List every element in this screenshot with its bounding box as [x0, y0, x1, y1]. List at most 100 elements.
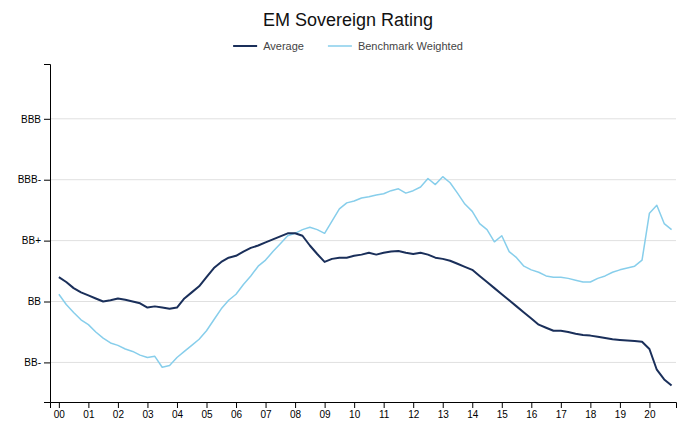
legend: Average Benchmark Weighted: [233, 40, 463, 52]
legend-item: Average: [233, 40, 304, 52]
chart: 00 01 02 03 04 05 06 07 08 09 10 11 12 13 14 15 16 17 18 19…: [0, 0, 696, 434]
x-tick: 02: [113, 402, 125, 420]
x-tick-mark: [207, 402, 208, 408]
x-tick-label: 19: [615, 409, 627, 420]
x-tick-label: 17: [556, 409, 568, 420]
y-tick-mark: [44, 180, 50, 181]
x-tick-mark: [649, 402, 650, 408]
x-tick-label: 13: [438, 409, 450, 420]
x-tick-mark: [413, 402, 414, 408]
y-tick: BBB-: [18, 174, 50, 185]
x-tick: 09: [320, 402, 332, 420]
x-tick: 17: [556, 402, 568, 420]
x-tick: 00: [54, 402, 66, 420]
x-tick-mark: [354, 402, 355, 408]
x-tick: 19: [615, 402, 627, 420]
y-tick-label: BBB-: [18, 174, 41, 185]
y-tick-mark: [44, 362, 50, 363]
grid-line: [50, 118, 676, 119]
title: EM Sovereign Rating: [263, 10, 433, 30]
x-tick-mark: [59, 402, 60, 408]
y-tick-mark: [44, 241, 50, 242]
x-tick: 05: [201, 402, 213, 420]
x-tick-label: 18: [585, 409, 597, 420]
x-tick: 03: [142, 402, 154, 420]
x-tick-mark: [147, 402, 148, 408]
x-tick-mark: [472, 402, 473, 408]
x-tick-mark: [88, 402, 89, 408]
x-tick-label: 11: [379, 409, 390, 420]
x-tick-mark: [118, 402, 119, 408]
plot: 00 01 02 03 04 05 06 07 08 09 10 11 12 13 14 15 16 17 18 19…: [18, 65, 677, 421]
x-axis: 00 01 02 03 04 05 06 07 08 09 10 11 12 13 14 15 16 17 18 19…: [51, 402, 677, 420]
x-tick-label: 14: [467, 409, 479, 420]
legend-label: Benchmark Weighted: [358, 40, 463, 52]
x-tick-mark: [531, 402, 532, 408]
x-tick: 06: [231, 402, 243, 420]
x-tick-label: 00: [54, 409, 66, 420]
x-tick: 15: [497, 402, 509, 420]
grid-line: [50, 362, 676, 363]
x-tick-label: 09: [320, 409, 332, 420]
x-tick: 14: [467, 402, 479, 420]
y-axis: BB- BB BB+ BBB- BBB: [18, 65, 51, 403]
y-axis-line: [44, 65, 51, 403]
y-tick-label: BB+: [22, 235, 41, 246]
x-tick: 04: [172, 402, 184, 420]
legend-label: Average: [263, 40, 304, 52]
x-tick: 12: [408, 402, 420, 420]
x-tick-label: 15: [497, 409, 509, 420]
x-tick: 01: [83, 402, 95, 420]
x-tick: 11: [379, 402, 390, 420]
x-tick-mark: [295, 402, 296, 408]
x-tick-mark: [177, 402, 178, 408]
x-tick-mark: [561, 402, 562, 408]
x-tick: 16: [526, 402, 538, 420]
y-tick-mark: [44, 302, 50, 303]
x-tick-mark: [502, 402, 503, 408]
x-tick-mark: [590, 402, 591, 408]
legend-swatch: [233, 45, 257, 47]
legend-item: Benchmark Weighted: [328, 40, 463, 52]
x-tick: 18: [585, 402, 597, 420]
x-tick-label: 03: [142, 409, 154, 420]
x-tick-mark: [384, 402, 385, 408]
series-line: [59, 177, 672, 368]
series-line: [59, 233, 672, 385]
lines: [59, 177, 672, 386]
y-tick-mark: [44, 119, 50, 120]
x-tick-label: 10: [349, 409, 361, 420]
x-tick-mark: [236, 402, 237, 408]
x-tick: 08: [290, 402, 302, 420]
x-axis-line: [51, 403, 677, 409]
y-tick: BB-: [24, 357, 50, 368]
x-tick: 07: [260, 402, 272, 420]
grid-line: [50, 301, 676, 302]
x-tick-label: 01: [83, 409, 95, 420]
x-tick-mark: [620, 402, 621, 408]
legend-swatch: [328, 45, 352, 47]
x-tick-mark: [325, 402, 326, 408]
grid-line: [50, 240, 676, 241]
x-tick-label: 20: [644, 409, 656, 420]
x-tick-label: 05: [201, 409, 213, 420]
x-tick-mark: [443, 402, 444, 408]
grid-line: [50, 179, 676, 180]
x-tick-label: 16: [526, 409, 538, 420]
x-tick-label: 06: [231, 409, 243, 420]
y-tick: BB: [28, 296, 50, 307]
y-tick: BB+: [22, 235, 50, 246]
x-tick-label: 02: [113, 409, 125, 420]
grid: [50, 119, 676, 363]
x-tick: 13: [438, 402, 450, 420]
x-tick-mark: [266, 402, 267, 408]
x-tick: 20: [644, 402, 656, 420]
x-tick: 10: [349, 402, 361, 420]
y-tick-label: BBB: [21, 114, 41, 125]
y-tick-label: BB-: [24, 357, 41, 368]
x-tick-label: 07: [260, 409, 272, 420]
x-tick-label: 04: [172, 409, 184, 420]
x-tick-label: 12: [408, 409, 420, 420]
x-tick-label: 08: [290, 409, 302, 420]
y-tick: BBB: [21, 114, 50, 125]
